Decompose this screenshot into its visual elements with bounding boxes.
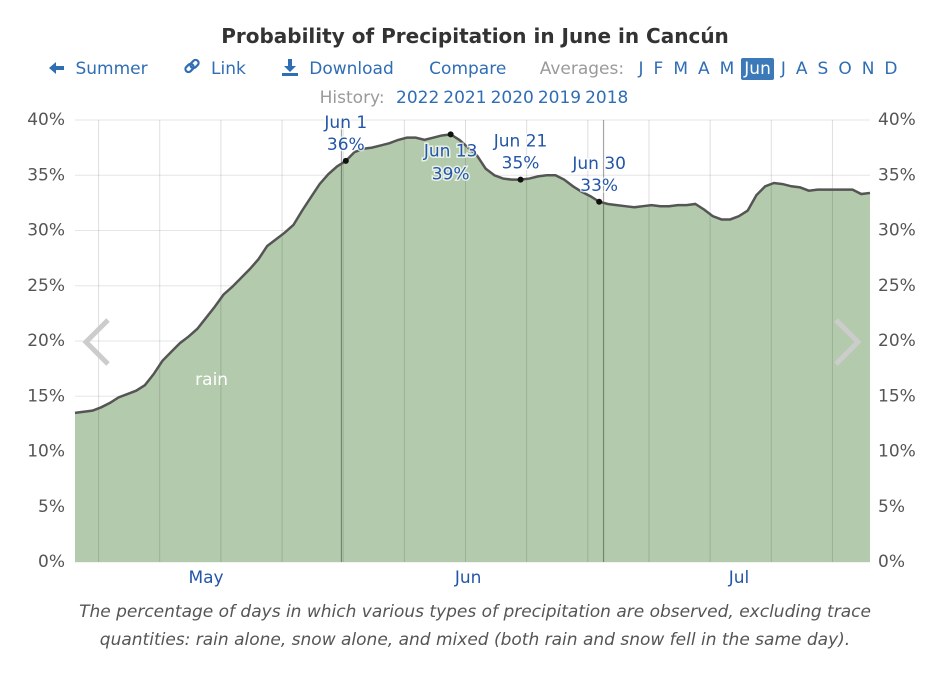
month-button[interactable]: A bbox=[697, 59, 710, 79]
summer-link[interactable]: Summer bbox=[47, 59, 149, 79]
y-tick-label: 35% bbox=[27, 165, 65, 185]
link-text: Link bbox=[211, 59, 246, 79]
link-text: Summer bbox=[75, 59, 148, 79]
compare-button[interactable]: Compare bbox=[429, 59, 507, 79]
y2-tick-label: 40% bbox=[878, 110, 916, 130]
series-label: rain bbox=[195, 370, 228, 390]
x-tick-label: May bbox=[188, 568, 223, 588]
point-value: 35% bbox=[502, 154, 540, 174]
y-tick-label: 15% bbox=[27, 386, 65, 406]
averages-label: Averages: bbox=[539, 59, 625, 79]
year-button[interactable]: 2019 bbox=[537, 88, 582, 108]
area bbox=[75, 134, 870, 563]
month-button[interactable]: D bbox=[884, 59, 898, 79]
point bbox=[447, 131, 454, 138]
point-date: Jun 13 bbox=[423, 141, 478, 161]
nav-bar: Summer Link Download Compare Averages: J… bbox=[0, 58, 950, 80]
y2-tick-label: 5% bbox=[878, 497, 905, 517]
icon bbox=[282, 59, 299, 76]
y-tick-label: 25% bbox=[27, 276, 65, 296]
y2-tick-label: 0% bbox=[878, 552, 905, 572]
point-date: Jun 30 bbox=[571, 154, 626, 174]
point-value: 39% bbox=[432, 164, 470, 184]
point bbox=[342, 157, 349, 164]
y-tick-label: 30% bbox=[27, 221, 65, 241]
month-button[interactable]: M bbox=[719, 59, 735, 79]
line bbox=[74, 133, 871, 415]
history-bar: History: 2022 2021 2020 2019 2018 bbox=[0, 88, 950, 108]
title: Probability of Precipitation in June in … bbox=[221, 24, 729, 48]
month-button[interactable]: J bbox=[638, 59, 644, 79]
y-tick-label: 0% bbox=[38, 552, 65, 572]
year-button[interactable]: 2021 bbox=[443, 88, 487, 108]
caption: The percentage of days in which various … bbox=[79, 602, 871, 650]
month-button[interactable]: M bbox=[673, 59, 688, 79]
next-arrow[interactable] bbox=[834, 318, 862, 366]
icon bbox=[49, 62, 65, 74]
month-button[interactable]: O bbox=[838, 59, 852, 79]
point bbox=[517, 176, 524, 183]
month-button[interactable]: J bbox=[780, 59, 786, 79]
year-button[interactable]: 2022 bbox=[396, 88, 440, 108]
month-button[interactable]: S bbox=[817, 59, 829, 79]
point-value: 33% bbox=[580, 176, 618, 196]
x-tick-label: Jul bbox=[728, 568, 750, 588]
y2-tick-label: 10% bbox=[878, 442, 916, 462]
point bbox=[596, 198, 603, 205]
download-button[interactable]: Download bbox=[281, 58, 396, 79]
y-tick-label: 10% bbox=[27, 442, 65, 462]
y-tick-label: 20% bbox=[27, 331, 65, 351]
month-button[interactable]: F bbox=[653, 59, 664, 79]
month-button[interactable]: A bbox=[795, 59, 808, 79]
y-tick-label: 5% bbox=[38, 497, 65, 517]
point-value: 36% bbox=[327, 135, 365, 155]
y2-tick-label: 25% bbox=[878, 276, 916, 296]
icon bbox=[184, 58, 200, 74]
point-date: Jun 21 bbox=[493, 132, 548, 152]
year-button[interactable]: 2018 bbox=[585, 88, 629, 108]
y2-tick-label: 15% bbox=[878, 386, 916, 406]
link-text: Download bbox=[309, 59, 394, 79]
year-list: 2022 2021 2020 2019 2018 bbox=[394, 88, 630, 108]
month-list: J F M A M Jun J A S O N D bbox=[634, 58, 903, 80]
year-button[interactable]: 2020 bbox=[490, 88, 534, 108]
y2-tick-label: 30% bbox=[878, 221, 916, 241]
y-tick-label: 40% bbox=[27, 110, 65, 130]
x-tick-label: Jun bbox=[454, 568, 482, 588]
y2-tick-label: 35% bbox=[878, 165, 916, 185]
chart: 0% 0% 5% 5% 10% 10% 15% 15% 20% 20% 25% 25% 30% 30% 35… bbox=[27, 110, 916, 588]
point-date: Jun 1 bbox=[323, 113, 367, 133]
y2-tick-label: 20% bbox=[878, 331, 916, 351]
month-button[interactable]: Jun bbox=[741, 58, 774, 80]
month-button[interactable]: N bbox=[861, 59, 875, 79]
link-button[interactable]: Link bbox=[183, 58, 248, 79]
history-label: History: bbox=[319, 88, 385, 108]
prev-arrow[interactable] bbox=[82, 318, 110, 366]
